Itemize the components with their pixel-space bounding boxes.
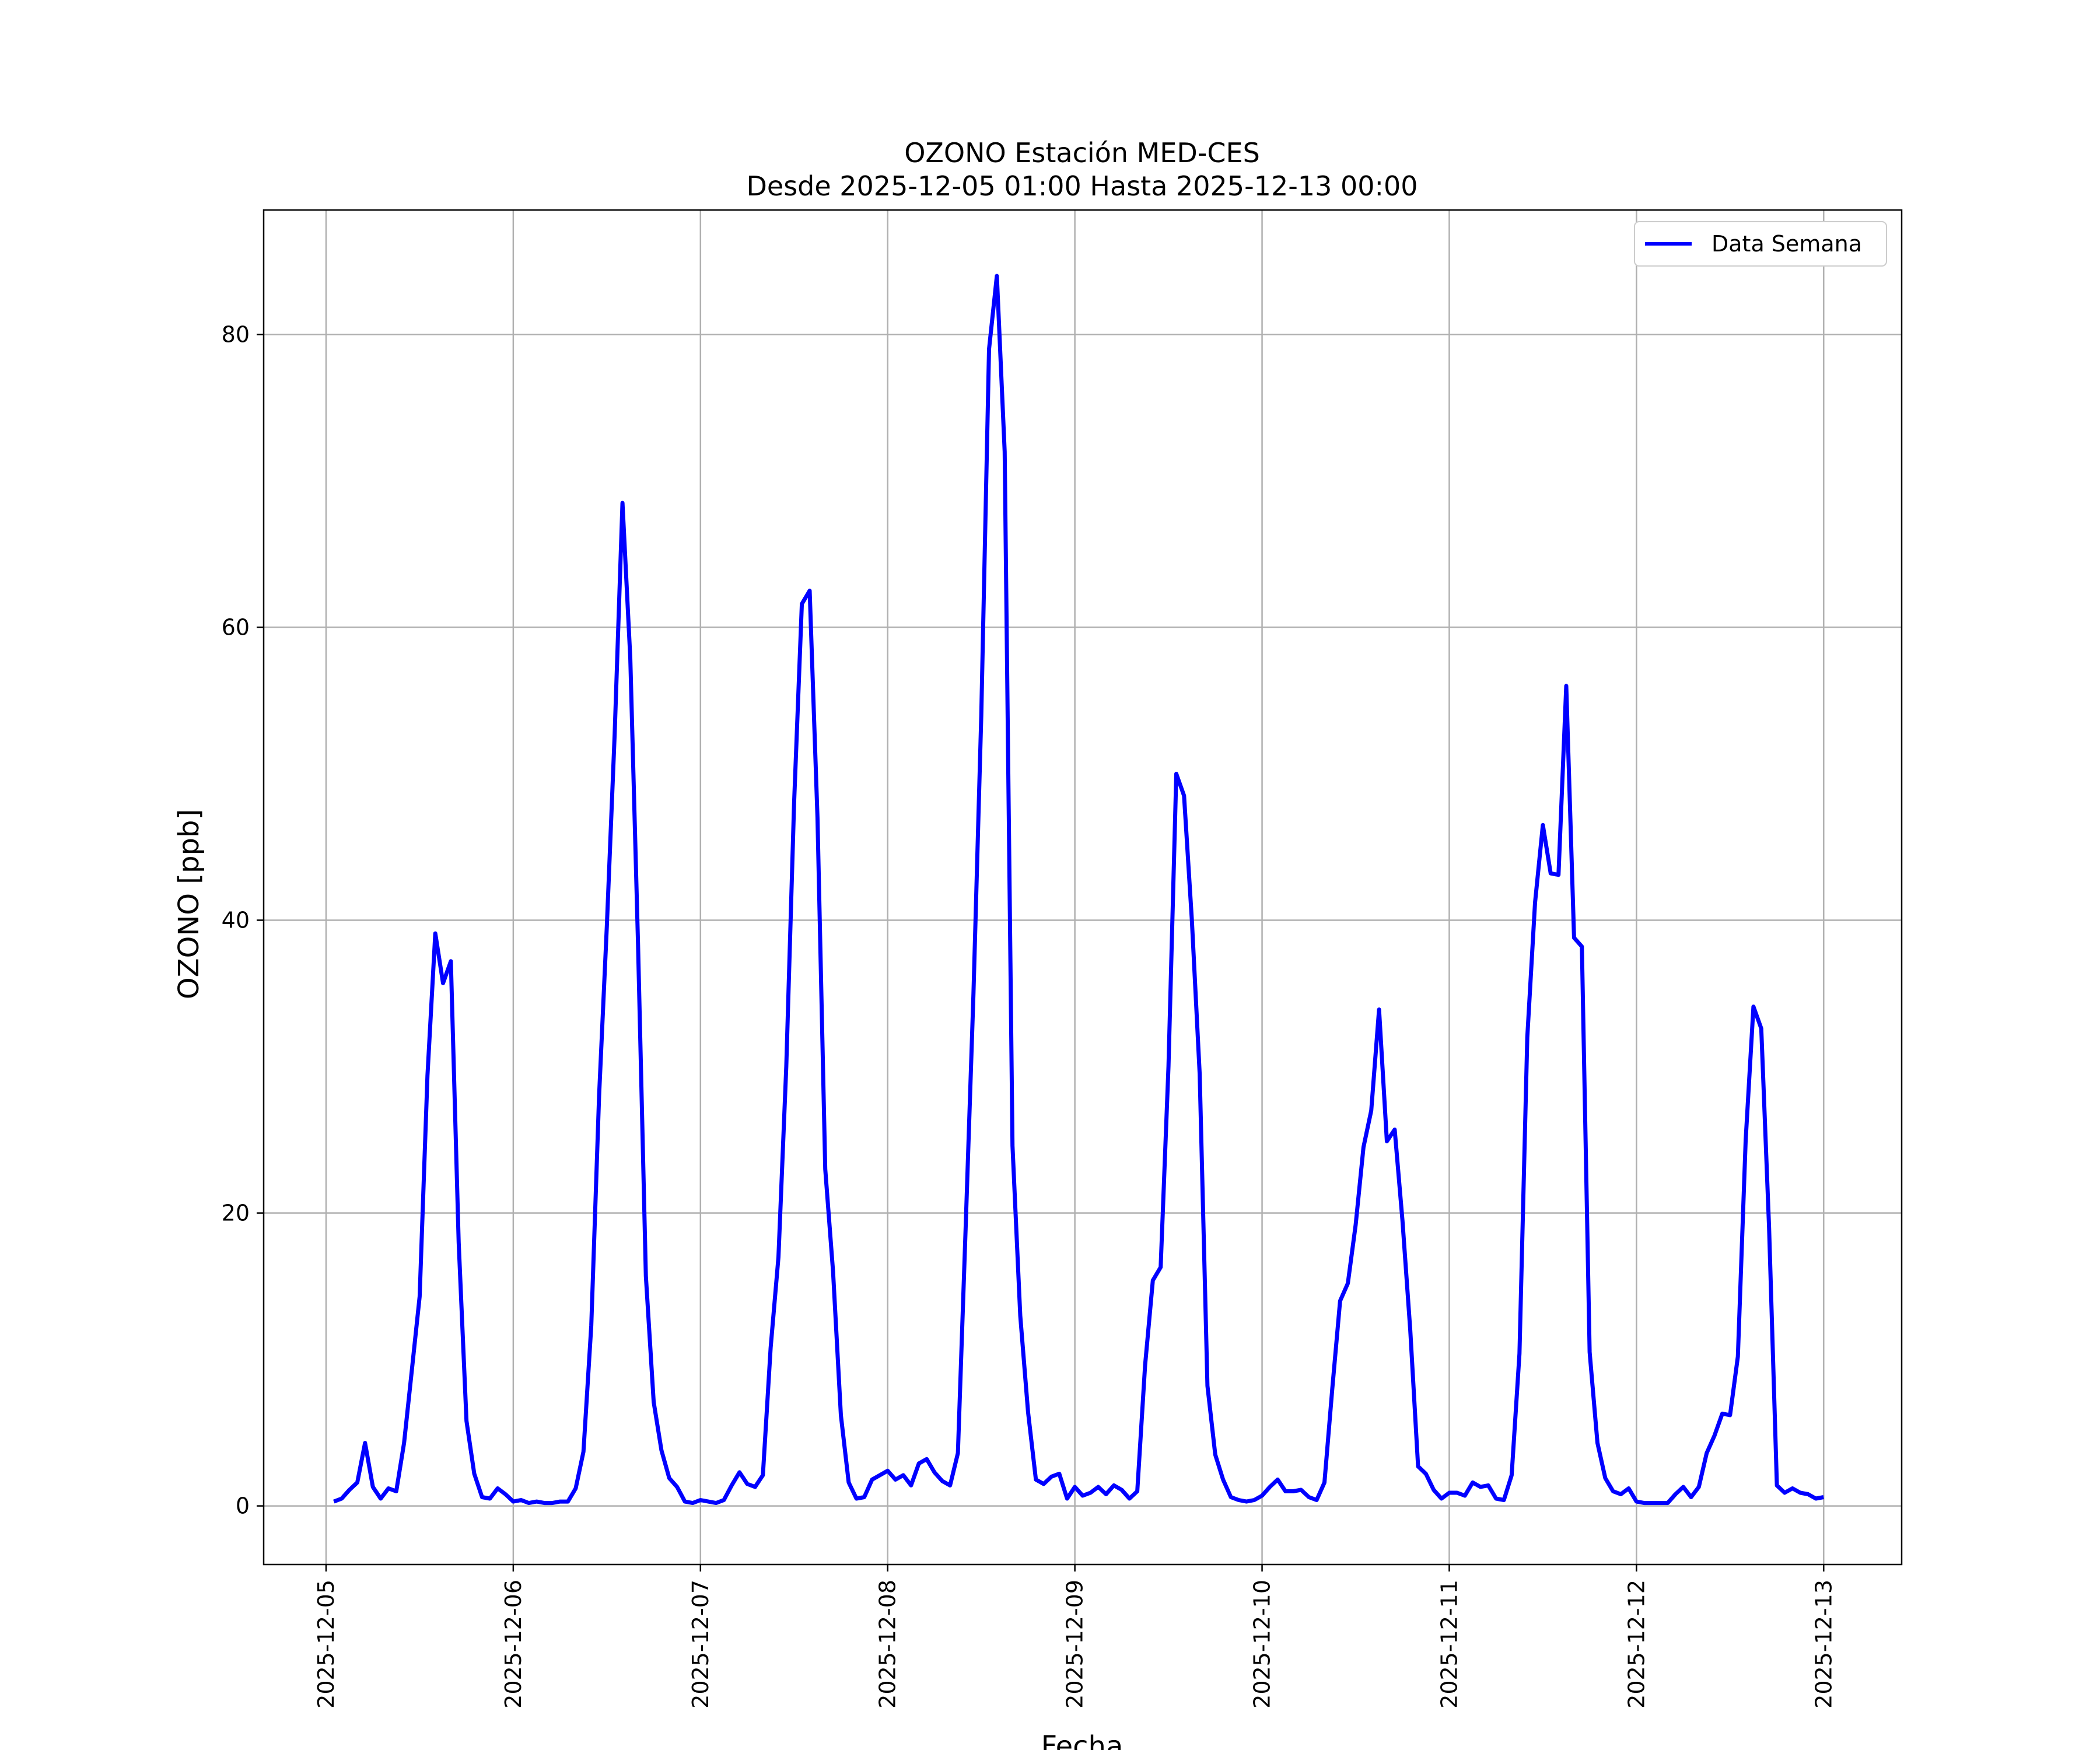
legend-label: Data Semana [1712,231,1862,257]
x-tick-label: 2025-12-12 [1623,1580,1649,1709]
y-tick-label: 40 [222,907,250,933]
x-tick-label: 2025-12-07 [688,1580,713,1709]
grid [264,210,1902,1564]
y-tick-label: 20 [222,1200,250,1226]
legend: Data Semana [1634,221,1887,267]
x-tick-label: 2025-12-10 [1250,1580,1275,1709]
plot-frame [262,209,1903,1566]
legend-box [1634,221,1887,267]
x-axis-label: Fecha [1041,1730,1124,1750]
x-tick-label: 2025-12-05 [313,1580,339,1709]
x-tick-label: 2025-12-09 [1062,1580,1088,1709]
y-tick-label: 0 [236,1493,250,1519]
x-tick-label: 2025-12-11 [1436,1580,1462,1709]
x-tick-label: 2025-12-13 [1811,1580,1836,1709]
x-tick-label: 2025-12-06 [501,1580,526,1709]
y-tick-label: 80 [222,321,250,347]
chart-title: OZONO Estación MED-CES [904,137,1260,169]
y-axis-label: OZONO [ppb] [173,809,205,999]
y-tick-label: 60 [222,614,250,640]
axis-ticks: 2025-12-05 2025-12-06 2025-12-07 2025-12-08… [222,321,1837,1708]
chart-subtitle: Desde 2025-12-05 01:00 Hasta 2025-12-13 … [746,170,1418,202]
x-tick-label: 2025-12-08 [875,1580,901,1709]
series-line-0 [333,274,1824,1506]
plot-lines [333,274,1824,1506]
